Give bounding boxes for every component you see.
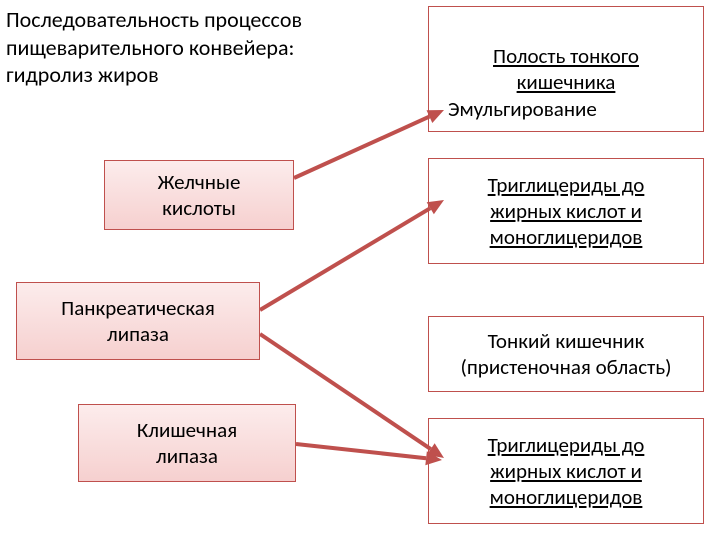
diagram-title: Последовательность процессовпищеваритель… bbox=[6, 6, 302, 89]
arrow-line-0 bbox=[294, 117, 429, 178]
box-trig2: Триглицериды дожирных кислот имоноглицер… bbox=[428, 418, 704, 524]
arrow-line-3 bbox=[296, 444, 426, 458]
box-bile: Желчныекислоты bbox=[104, 160, 294, 230]
box-intestinal_lipase: Клишечнаялипаза bbox=[78, 404, 296, 482]
box-trig1: Триглицериды дожирных кислот имоноглицер… bbox=[428, 158, 704, 264]
box-thin_wall: Тонкий кишечник(пристеночная область) bbox=[428, 316, 704, 392]
box-pancreatic: Панкреатическаялипаза bbox=[16, 282, 260, 360]
text-emulsification: Эмульгирование bbox=[448, 96, 597, 122]
